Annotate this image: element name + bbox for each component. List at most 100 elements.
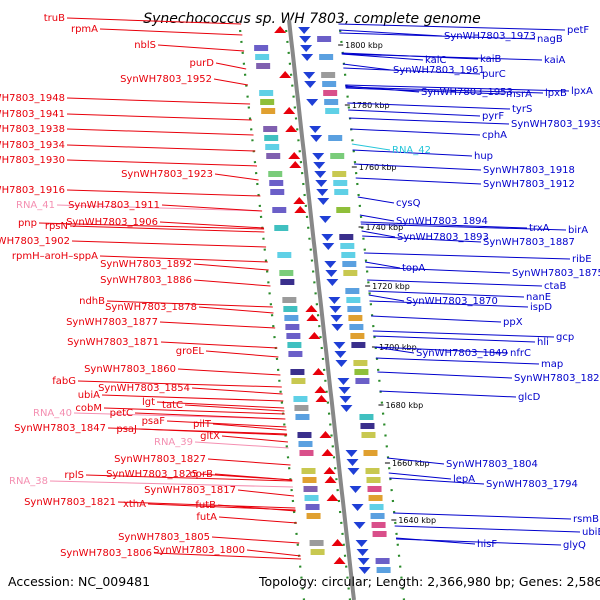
gene-label-left[interactable]: SynWH7803_1938 [0,124,65,135]
gene-label-right[interactable]: RNA_42 [392,145,431,156]
gene-label-left[interactable]: SynWH7803_1952 [120,74,212,85]
gene-label-left[interactable]: SynWH7803_1825 [106,469,198,480]
gene-label-left[interactable]: futB [195,500,216,511]
gene-label-left[interactable]: RNA_40 [33,408,72,419]
gene-label-right[interactable]: SynWH7803_1893 [397,232,489,243]
gene-label-left[interactable]: futA [196,512,217,523]
gene-label-right[interactable]: kaiA [544,55,566,66]
gene-label-right[interactable]: nagB [537,34,563,45]
gene-label-right[interactable]: hisF [477,539,497,550]
gene-label-right[interactable]: kaiC [425,55,447,66]
gene-label-right[interactable]: SynWH7803_1894 [396,216,488,227]
gene-label-left[interactable]: SynWH7803_1902 [0,236,70,247]
gene-label-right[interactable]: petF [567,25,589,36]
gene-label-right[interactable]: map [541,359,563,370]
gene-label-left[interactable]: psaF [142,416,166,427]
gene-label-right[interactable]: nanE [526,292,551,303]
gene-label-left[interactable]: SynWH7803_1806 [60,548,152,559]
gene-label-left[interactable]: fabG [52,376,76,387]
gene-label-left[interactable]: rpsN [45,221,68,232]
gene-label-left[interactable]: SynWH7803_1934 [0,140,65,151]
gene-label-left[interactable]: ndhB [79,296,105,307]
gene-label-left[interactable]: SynWH7803_1923 [121,169,213,180]
gene-label-right[interactable]: gcp [556,332,574,343]
gene-label-left[interactable]: SynWH7803_1941 [0,109,65,120]
gene-label-left[interactable]: ubiA [78,390,100,401]
gene-label-right[interactable]: SynWH7803_1804 [446,459,538,470]
gene-label-right[interactable]: hup [474,151,493,162]
gene-label-left[interactable]: SynWH7803_1817 [144,485,236,496]
gene-label-left[interactable]: oprB [190,469,214,480]
gene-label-right[interactable]: purC [482,69,506,80]
gene-label-left[interactable]: nblS [134,40,156,51]
gene-label-left[interactable]: pnp [18,218,37,229]
gene-label-left[interactable]: SynWH7803_1860 [84,364,176,375]
gene-label-left[interactable]: xthA [123,499,146,510]
gene-label-right[interactable]: pyrF [482,111,504,122]
gene-label-right[interactable]: ppX [503,317,523,328]
gene-label-left[interactable]: SynWH7803_1827 [114,454,206,465]
gene-label-left[interactable]: RNA_39 [154,437,193,448]
gene-label-right[interactable]: cysQ [396,198,421,209]
gene-label-right[interactable]: lepA [453,474,475,485]
gene-label-right[interactable]: SynWH7803_1829 [514,373,600,384]
gene-label-right[interactable]: kaiB [480,54,502,65]
gene-label-right[interactable]: hli [537,337,549,348]
gene-label-left[interactable]: RNA_41 [16,200,55,211]
gene-label-left[interactable]: SynWH7803_1911 [68,200,160,211]
gene-label-right[interactable]: SynWH7803_1875 [512,268,600,279]
gene-label-right[interactable]: SynWH7803_1912 [483,179,575,190]
gene-label-left[interactable]: psaJ [116,424,137,435]
gene-label-right[interactable]: SynWH7803_1961 [393,65,485,76]
gene-label-right[interactable]: SynWH7803_1939 [511,119,600,130]
gene-label-left[interactable]: SynWH7803_1892 [100,259,192,270]
gene-label-left[interactable]: SynWH7803_1877 [66,317,158,328]
gene-label-left[interactable]: SynWH7803_1847 [14,423,106,434]
gene-label-left[interactable]: SynWH7803_1805 [118,532,210,543]
gene-label-left[interactable]: SynWH7803_1886 [100,275,192,286]
gene-label-left[interactable]: petC [110,408,133,419]
gene-label-right[interactable]: nfrC [510,348,531,359]
gene-label-left[interactable]: SynWH7803_1906 [66,217,158,228]
gene-label-right[interactable]: SynWH7803_1849 [416,348,508,359]
gene-label-right[interactable]: lpxA [571,86,593,97]
gene-label-right[interactable]: ctaB [544,281,567,292]
gene-label-right[interactable]: SynWH7803_1870 [406,296,498,307]
gene-label-left[interactable]: lgt [142,397,155,408]
gene-label-right[interactable]: SynWH7803_1953 [421,87,513,98]
gene-label-right[interactable]: ribE [572,254,592,265]
gene-label-left[interactable]: purD [190,58,215,69]
gene-label-left[interactable]: rpmA [71,24,98,35]
gene-label-left[interactable]: rpmH–aroH–sppA [12,251,98,262]
gene-label-right[interactable]: SynWH7803_1918 [483,165,575,176]
gene-label-left[interactable]: RNA_38 [9,476,48,487]
gene-label-left[interactable]: gltX [200,431,220,442]
gene-label-left[interactable]: SynWH7803_1854 [98,383,190,394]
gene-label-right[interactable]: SynWH7803_1794 [486,479,578,490]
gene-label-left[interactable]: groEL [176,346,205,357]
gene-label-left[interactable]: rplS [64,470,84,481]
gene-label-right[interactable]: SynWH7803_1973 [444,31,536,42]
gene-label-right[interactable]: topA [402,263,425,274]
gene-label-right[interactable]: msrA [506,89,532,100]
gene-label-left[interactable]: pilT [193,419,212,430]
gene-label-left[interactable]: SynWH7803_1871 [67,337,159,348]
gene-label-left[interactable]: truB [44,13,65,24]
gene-label-right[interactable]: cphA [482,130,507,141]
gene-label-left[interactable]: SynWH7803_1878 [105,302,197,313]
gene-label-right[interactable]: ubiE [582,527,600,538]
gene-label-left[interactable]: SynWH7803_1916 [0,185,65,196]
gene-label-left[interactable]: cobM [75,403,102,414]
gene-label-left[interactable]: SynWH7803_1821 [24,497,116,508]
gene-label-left[interactable]: SynWH7803_1930 [0,155,65,166]
gene-label-right[interactable]: birA [568,225,588,236]
gene-label-right[interactable]: SynWH7803_1887 [483,237,575,248]
gene-label-right[interactable]: rsmB [573,514,599,525]
gene-label-right[interactable]: lpxB [545,88,567,99]
gene-label-right[interactable]: glcD [518,392,541,403]
gene-label-right[interactable]: ispD [530,302,552,313]
gene-label-left[interactable]: SynWH7803_1800 [153,545,245,556]
gene-label-right[interactable]: tyrS [512,104,532,115]
gene-label-right[interactable]: trxA [529,223,550,234]
gene-label-left[interactable]: SynWH7803_1948 [0,93,65,104]
